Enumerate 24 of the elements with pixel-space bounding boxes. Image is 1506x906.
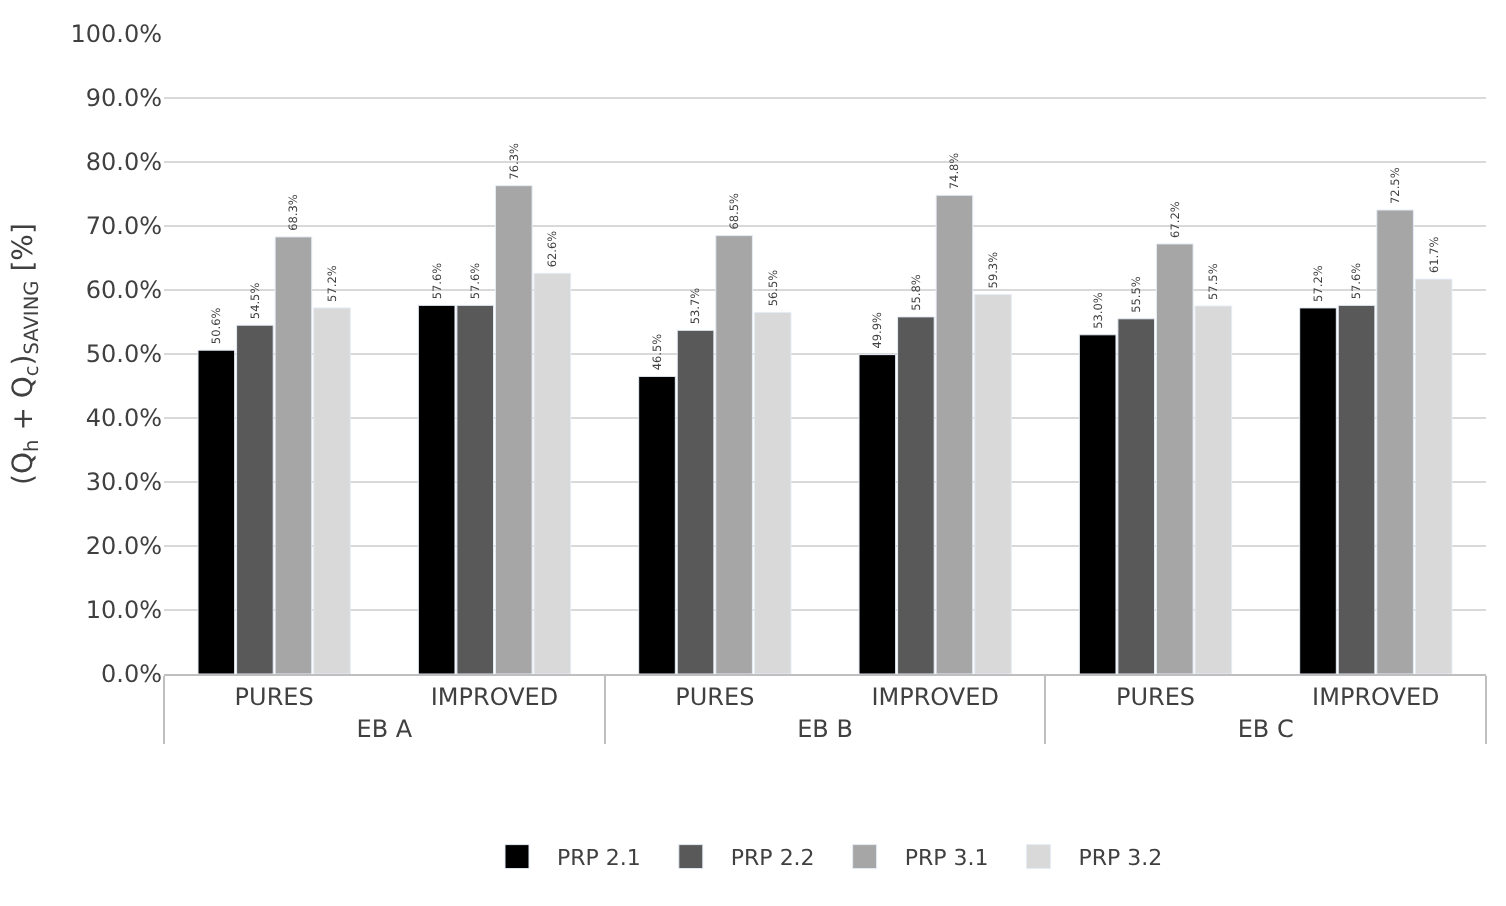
text: EB B (797, 714, 853, 743)
legend-label: PRP 2.1 (557, 845, 641, 872)
y-tick-label: 20.0% (85, 532, 162, 561)
y-tick-label: 10.0% (85, 596, 162, 625)
y-tick-label: 90.0% (85, 84, 162, 113)
y-tick-label: 80.0% (85, 148, 162, 177)
legend-label: PRP 2.2 (730, 845, 815, 872)
y-tick-label: 30.0% (85, 468, 162, 497)
x-tick-label: IMPROVED (871, 682, 999, 711)
legend-label: PRP 3.1 (904, 845, 989, 872)
legend-label: PRP 3.2 (1078, 845, 1163, 872)
text: EB A (356, 714, 414, 743)
x-tick-label: IMPROVED (430, 682, 559, 711)
x-tick-label: PURES (234, 682, 314, 711)
y-tick-label: 60.0% (85, 276, 162, 305)
y-tick-label: 100.0% (70, 20, 162, 49)
x-tick-label: PURES (1115, 682, 1196, 711)
y-tick-label: 0.0% (101, 660, 162, 689)
y-tick-label: 70.0% (85, 212, 162, 241)
text: EB C (1237, 714, 1294, 743)
y-tick-label: 50.0% (85, 340, 162, 369)
x-tick-label: PURES (675, 682, 755, 711)
x-tick-label: IMPROVED (1312, 682, 1440, 711)
y-tick-label: 40.0% (85, 404, 162, 433)
